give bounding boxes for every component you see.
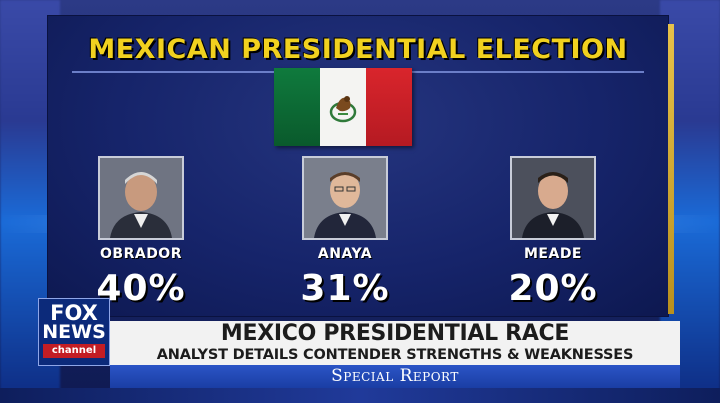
candidate-portrait: [302, 156, 388, 240]
fox-news-logo: FOX NEWS channel: [38, 298, 110, 366]
logo-channel-text: channel: [43, 344, 105, 358]
candidate-portrait: [510, 156, 596, 240]
candidate-meade: MEADE 20%: [478, 156, 628, 309]
flag-red-stripe: [366, 68, 412, 146]
show-name-tag: Special Report: [110, 365, 680, 388]
mexican-flag: [274, 68, 412, 146]
candidate-obrador: OBRADOR 40%: [66, 156, 216, 309]
person-icon: [512, 158, 594, 238]
candidate-percent: 20%: [508, 268, 598, 309]
poll-graphic-panel: MEXICAN PRESIDENTIAL ELECTION POLL OBRAD…: [48, 16, 674, 316]
poll-title: MEXICAN PRESIDENTIAL ELECTION POLL: [88, 34, 628, 113]
person-icon: [304, 158, 386, 238]
candidate-name: MEADE: [523, 246, 582, 262]
candidate-percent: 40%: [96, 268, 186, 309]
flag-emblem-icon: [329, 96, 357, 123]
person-icon: [100, 158, 182, 238]
logo-fox-text: FOX: [50, 301, 98, 325]
candidate-name: ANAYA: [317, 246, 373, 262]
lower-third-headline: MEXICO PRESIDENTIAL RACE: [220, 321, 570, 346]
flag-white-stripe: [320, 68, 366, 146]
flag-green-stripe: [274, 68, 320, 146]
candidate-percent: 31%: [300, 268, 390, 309]
candidate-name: OBRADOR: [100, 246, 182, 262]
lower-third: MEXICO PRESIDENTIAL RACE ANALYST DETAILS…: [110, 321, 680, 365]
bottom-strip: [0, 388, 720, 403]
lower-third-subline: ANALYST DETAILS CONTENDER STRENGTHS & WE…: [156, 347, 634, 363]
logo-news-text: NEWS: [42, 321, 106, 343]
candidate-anaya: ANAYA 31%: [270, 156, 420, 309]
panel-gold-rail: [668, 24, 674, 314]
candidate-portrait: [98, 156, 184, 240]
